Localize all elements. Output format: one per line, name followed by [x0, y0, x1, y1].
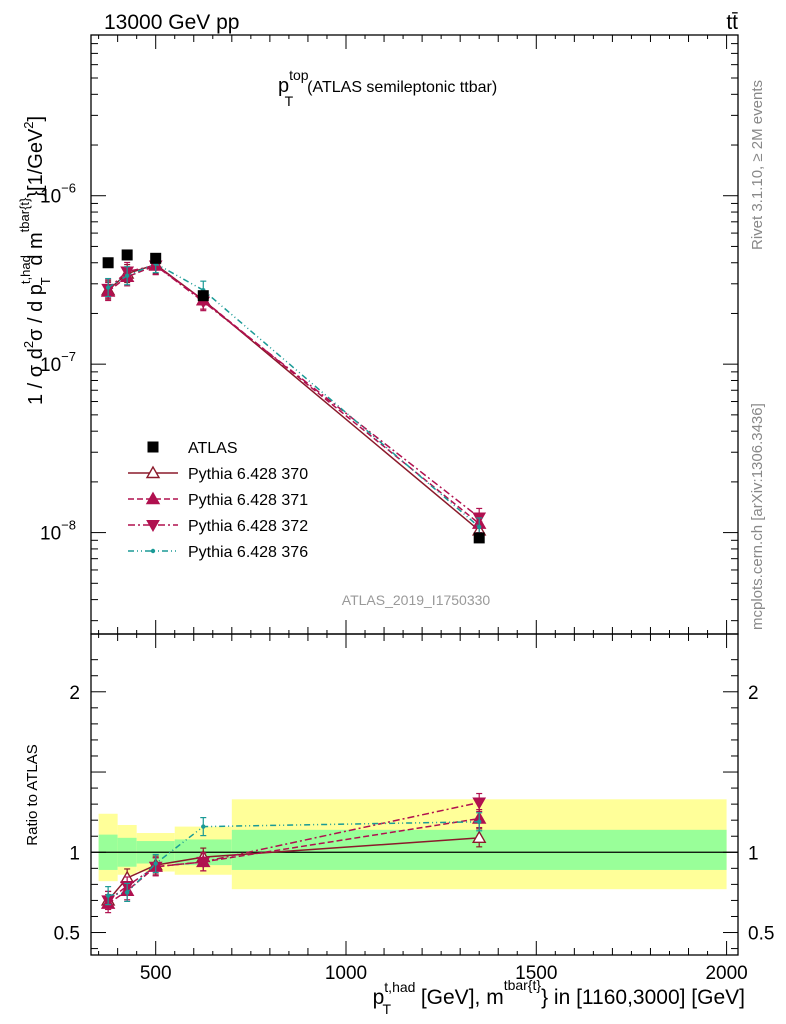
x-tick-label-500: 500 — [140, 963, 172, 984]
main-s372-line — [107, 264, 480, 519]
legend-label-s372: Pythia 6.428 372 — [188, 518, 308, 535]
ratio-s376-point-3 — [201, 824, 206, 829]
ratio-uncertainty-bands — [91, 799, 738, 890]
ratio-s376-point-1 — [124, 890, 130, 895]
main-s376-point-4 — [477, 524, 482, 530]
legend-label-data: ATLAS — [188, 440, 238, 457]
ratio-y-tick-label-2: 0.5 — [54, 924, 80, 945]
ratio-series-layer — [100, 792, 487, 914]
legend-marker-data — [147, 441, 159, 453]
ratio-y-axis-label: Ratio to ATLAS — [24, 744, 41, 845]
analysis-label: ATLAS_2019_I1750330 — [342, 592, 491, 608]
ratio-s372-point-3 — [196, 856, 211, 869]
ratio-y-tick-label-right-0: 2 — [748, 683, 759, 704]
ratio-s376-point-2 — [153, 861, 158, 866]
mcplots-label: mcplots.cern.ch [arXiv:1306.3436] — [749, 403, 766, 630]
x-tick-label-1500: 1500 — [515, 963, 557, 984]
legend-label-s376: Pythia 6.428 376 — [188, 544, 308, 561]
ratio-y-tick-label-right-1: 1 — [748, 843, 759, 864]
atlas-data-point-0 — [102, 257, 114, 269]
main-y-tick-exp-0: −6 — [61, 181, 76, 196]
ratio-s371-line — [107, 817, 480, 905]
main-s370-line — [107, 263, 480, 532]
ratio-y-tick-label-0: 2 — [69, 683, 80, 704]
main-y-tick-exp-1: −7 — [61, 349, 76, 364]
ratio-y-tick-label-right-2: 0.5 — [748, 924, 774, 945]
legend-marker-s376 — [150, 548, 156, 554]
ratio-s376-point-0 — [105, 893, 111, 898]
title-rest: (ATLAS semileptonic ttbar) — [307, 79, 497, 96]
ratio-s376-point-4 — [477, 819, 482, 824]
legend-marker-s372 — [146, 520, 160, 533]
main-s376-point-0 — [105, 285, 111, 290]
x-tick-label-1000: 1000 — [325, 963, 367, 984]
main-series-layer — [100, 249, 487, 544]
title-sup: top — [289, 67, 309, 83]
title-sub: T — [285, 93, 294, 109]
main-s376-point-1 — [124, 273, 130, 278]
main-y-tick-exp-2: −8 — [61, 518, 76, 533]
main-s376-line — [107, 262, 480, 528]
header-collision-label: 13000 GeV pp — [104, 11, 239, 34]
ratio-plot-frame — [90, 633, 739, 956]
header-process-label: tt̄ — [726, 11, 738, 34]
legend: ATLAS Pythia 6.428 370 Pythia 6.428 371 Pyt… — [128, 440, 308, 561]
legend-label-s371: Pythia 6.428 371 — [188, 492, 308, 509]
atlas-data-point-2 — [150, 252, 162, 264]
legend-marker-s370 — [145, 465, 161, 479]
ratio-s372-point-4 — [472, 797, 487, 810]
atlas-data-point-4 — [473, 532, 485, 544]
main-y-tick-label-2: 10−8 — [40, 518, 76, 545]
title-main: p — [278, 75, 289, 97]
x-axis-label: pt,had T [GeV], mtbar{t}} in [1160,3000] … — [373, 977, 745, 1017]
ratio-s370-point-4 — [471, 830, 487, 844]
ratio-y-tick-label-1: 1 — [69, 843, 80, 864]
atlas-data-point-3 — [197, 290, 209, 302]
legend-label-s370: Pythia 6.428 370 — [188, 466, 308, 483]
atlas-data-point-1 — [121, 249, 133, 261]
legend-marker-s371 — [145, 491, 161, 505]
x-tick-label-2000: 2000 — [705, 963, 747, 984]
ratio-s372-line — [107, 801, 480, 902]
rivet-label: Rivet 3.1.10, ≥ 2M events — [749, 80, 766, 250]
plot-title: ptop T (ATLAS semileptonic ttbar) — [278, 67, 497, 109]
